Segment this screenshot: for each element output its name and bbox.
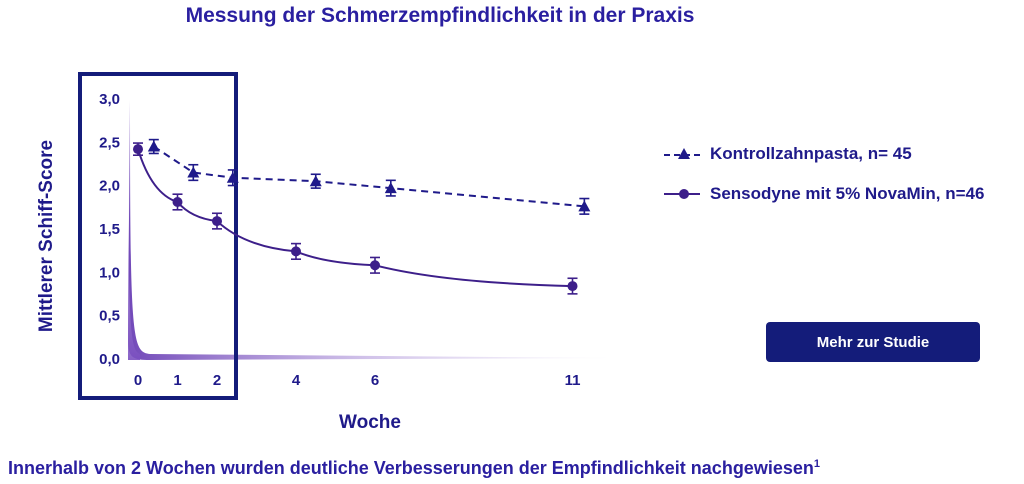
highlight-box (78, 72, 238, 400)
data-point (578, 200, 591, 212)
data-point (172, 197, 183, 207)
x-tick-label: 1 (173, 372, 181, 389)
series-layer (133, 138, 591, 295)
y-tick-label: 3,0 (99, 91, 120, 108)
triangle-marker-icon (664, 148, 700, 159)
y-axis: 0,0 0,5 1,0 1,5 2,0 2,5 3,0 (99, 91, 120, 368)
y-tick-label: 2,0 (99, 178, 120, 195)
y-tick-label: 1,0 (99, 264, 120, 281)
x-tick-label: 0 (134, 372, 142, 389)
footnote: Innerhalb von 2 Wochen wurden deutliche … (8, 458, 820, 479)
legend: Kontrollzahnpasta, n= 45 Sensodyne mit 5… (664, 134, 984, 214)
circle-marker-icon (664, 189, 700, 199)
study-link-button[interactable]: Mehr zur Studie (766, 322, 980, 362)
data-point (226, 171, 239, 183)
data-point (384, 182, 397, 194)
data-point (370, 260, 380, 271)
y-axis-label: Mittlerer Schiff-Score (36, 140, 57, 332)
decay-shape-edge (128, 110, 140, 360)
data-point (291, 246, 301, 257)
y-tick-label: 2,5 (99, 134, 120, 151)
decay-shape-fill (128, 100, 610, 360)
data-point (212, 216, 222, 227)
legend-label-sensodyne: Sensodyne mit 5% NovaMin, n=46 (710, 184, 985, 203)
y-tick-label: 0,0 (99, 351, 120, 368)
data-point (567, 281, 578, 292)
y-tick-label: 1,5 (99, 221, 120, 238)
x-tick-label: 2 (213, 372, 221, 389)
series-sensodyne (133, 142, 578, 295)
data-point (147, 140, 160, 152)
series-line (153, 145, 585, 208)
footnote-text: Innerhalb von 2 Wochen wurden deutliche … (8, 458, 814, 478)
legend-label-control: Kontrollzahnpasta, n= 45 (710, 144, 912, 163)
series-control (147, 138, 591, 215)
data-point (133, 144, 143, 155)
legend-item-sensodyne: Sensodyne mit 5% NovaMin, n=46 (664, 174, 984, 214)
schiff-score-chart: 0,0 0,5 1,0 1,5 2,0 2,5 3,0 0 1 2 4 6 11 Woche Mitt… (36, 72, 610, 433)
x-axis-label: Woche (339, 412, 401, 433)
y-tick-label: 0,5 (99, 308, 120, 325)
x-tick-label: 4 (292, 372, 301, 389)
series-line (137, 148, 573, 288)
x-tick-label: 6 (371, 372, 379, 389)
legend-item-control: Kontrollzahnpasta, n= 45 (664, 134, 984, 174)
x-axis: 0 1 2 4 6 11 (134, 372, 581, 389)
chart-title: Messung der Schmerzempfindlichkeit in de… (185, 4, 695, 27)
decay-shape (128, 100, 610, 360)
data-point (187, 166, 200, 178)
footnote-ref: 1 (813, 458, 820, 470)
x-tick-label: 11 (565, 372, 581, 389)
data-point (309, 175, 322, 187)
